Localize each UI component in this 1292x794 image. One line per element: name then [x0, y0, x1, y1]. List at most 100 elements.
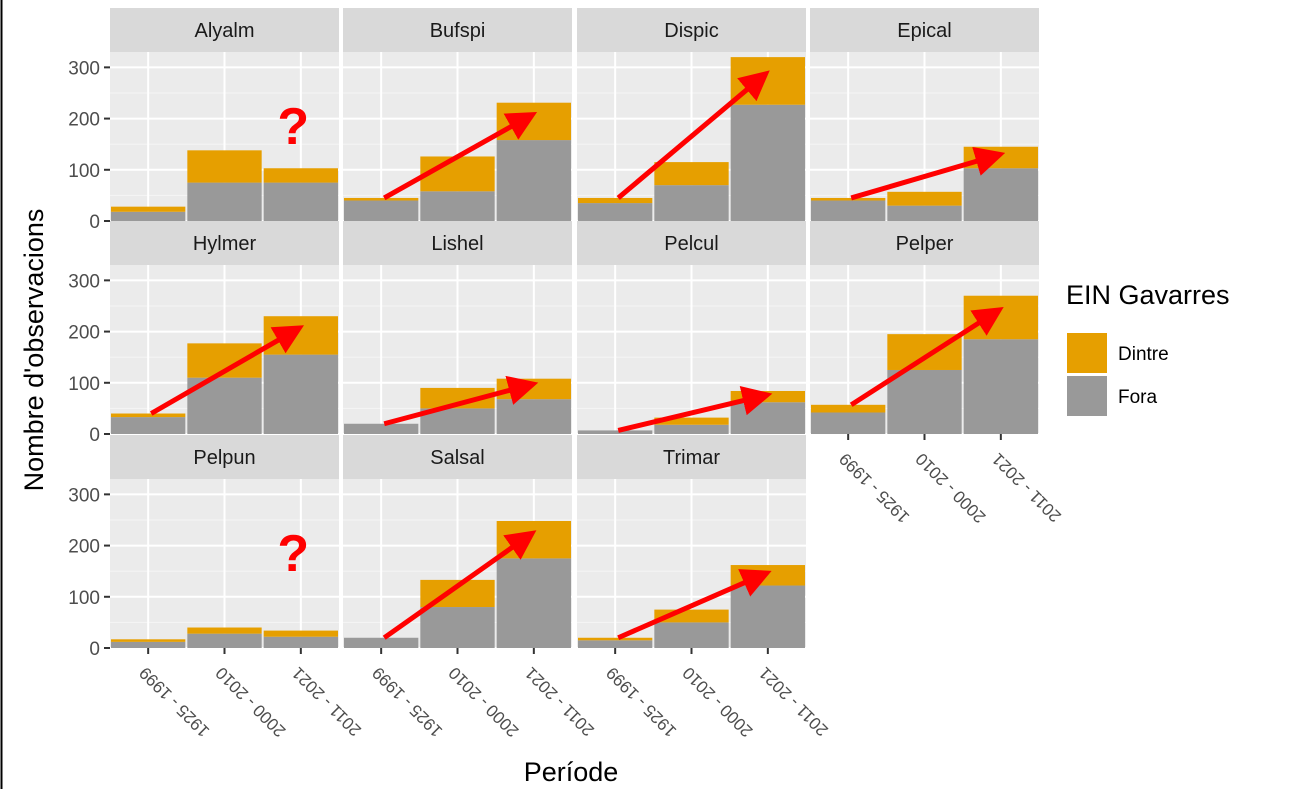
facet-strip-label: Epical: [897, 20, 951, 42]
trend-arrow: [383, 375, 539, 427]
facet-strip-label: Hylmer: [193, 233, 257, 255]
facet-strip-label: Bufspi: [430, 20, 486, 42]
x-tick-label: 1925 - 1999: [836, 449, 914, 527]
bar-dintre: [420, 387, 495, 409]
facet-strip: [343, 8, 572, 52]
facet-panel-epical: Epical: [810, 8, 1039, 222]
trend-arrow: [149, 325, 305, 416]
facet-strip: [110, 435, 339, 479]
trend-arrow: [617, 386, 773, 433]
trend-arrow: [849, 306, 1004, 407]
facet-strip: [577, 435, 806, 479]
facet-strip: [577, 221, 806, 265]
bar-dintre: [187, 627, 262, 634]
bar-fora: [811, 200, 886, 221]
y-tick-label: 0: [89, 212, 100, 233]
facet-strip-label: Trimar: [663, 447, 720, 469]
legend-key-fora: [1067, 376, 1107, 416]
legend-key-dintre: [1067, 333, 1107, 373]
y-tick-label: 100: [68, 588, 100, 609]
x-tick-label: 2000 - 2010: [912, 449, 990, 527]
bar-fora: [111, 641, 186, 648]
bar-dintre: [187, 150, 262, 183]
bar-fora: [578, 430, 653, 434]
bar-fora: [496, 140, 571, 221]
facet-strip: [810, 8, 1039, 52]
bar-fora: [963, 339, 1038, 434]
bar-fora: [811, 412, 886, 434]
bar-fora: [654, 622, 729, 648]
bar-fora: [654, 424, 729, 434]
bar-fora: [963, 168, 1038, 221]
y-tick-label: 300: [68, 271, 100, 292]
bar-fora: [730, 585, 805, 648]
bar-dintre: [263, 168, 338, 183]
bar-dintre: [963, 295, 1038, 340]
y-tick-label: 100: [68, 374, 100, 395]
y-tick-label: 300: [68, 485, 100, 506]
y-tick-label: 0: [89, 425, 100, 446]
bar-dintre: [963, 146, 1038, 169]
facet-panel-bufspi: Bufspi: [343, 8, 572, 222]
question-mark-annotation: ?: [277, 525, 309, 583]
y-axis-title: Nombre d'observacions: [19, 209, 49, 492]
bar-dintre: [730, 57, 805, 105]
bar-dintre: [654, 162, 729, 186]
facet-strip: [110, 221, 339, 265]
facet-strip-label: Pelper: [896, 233, 954, 255]
bar-fora: [187, 633, 262, 648]
x-tick-label: 2011 - 2021: [288, 663, 365, 740]
trend-arrow: [617, 569, 772, 641]
bar-fora: [420, 607, 495, 648]
facet-strip-label: Alyalm: [194, 20, 254, 42]
facet-strip-label: Pelpun: [193, 447, 255, 469]
x-tick-label: 2000 - 2010: [679, 663, 757, 741]
bar-fora: [187, 182, 262, 221]
bar-fora: [344, 637, 419, 648]
facet-strip: [577, 8, 806, 52]
facet-strip: [343, 221, 572, 265]
legend-label-fora: Fora: [1118, 387, 1158, 408]
x-tick-label: 2011 - 2021: [755, 663, 832, 740]
trend-arrow: [382, 111, 538, 201]
bar-dintre: [578, 197, 653, 204]
x-tick-label: 1925 - 1999: [369, 663, 447, 741]
bar-fora: [654, 185, 729, 221]
y-tick-label: 200: [68, 323, 100, 344]
x-tick-label: 2011 - 2021: [521, 663, 598, 740]
trend-arrow: [850, 146, 1006, 201]
bar-dintre: [111, 413, 186, 418]
bar-dintre: [887, 191, 962, 206]
trend-arrow: [616, 70, 770, 200]
trend-arrow: [382, 530, 537, 640]
bar-dintre: [654, 417, 729, 425]
bar-fora: [263, 182, 338, 221]
bar-dintre: [496, 102, 571, 141]
bar-fora: [887, 205, 962, 221]
facet-panel-dispic: Dispic: [577, 8, 806, 222]
bar-fora: [111, 417, 186, 434]
bar-fora: [578, 640, 653, 648]
bar-fora: [263, 636, 338, 648]
facet-panel-pelcul: Pelcul: [577, 221, 806, 435]
question-mark-annotation: ?: [277, 98, 309, 156]
bar-fora: [111, 211, 186, 221]
legend: EIN Gavarres Dintre Fora: [1066, 280, 1230, 416]
bar-fora: [578, 203, 653, 221]
bar-fora: [887, 369, 962, 434]
y-tick-label: 200: [68, 110, 100, 131]
legend-title: EIN Gavarres: [1066, 280, 1230, 310]
bar-fora: [344, 200, 419, 221]
facet-strip: [343, 435, 572, 479]
bar-fora: [263, 354, 338, 434]
x-tick-label: 2000 - 2010: [445, 663, 523, 741]
bar-fora: [730, 104, 805, 221]
facet-strip: [810, 221, 1039, 265]
bar-dintre: [263, 316, 338, 355]
bar-fora: [420, 191, 495, 221]
facet-strip-label: Dispic: [664, 20, 718, 42]
